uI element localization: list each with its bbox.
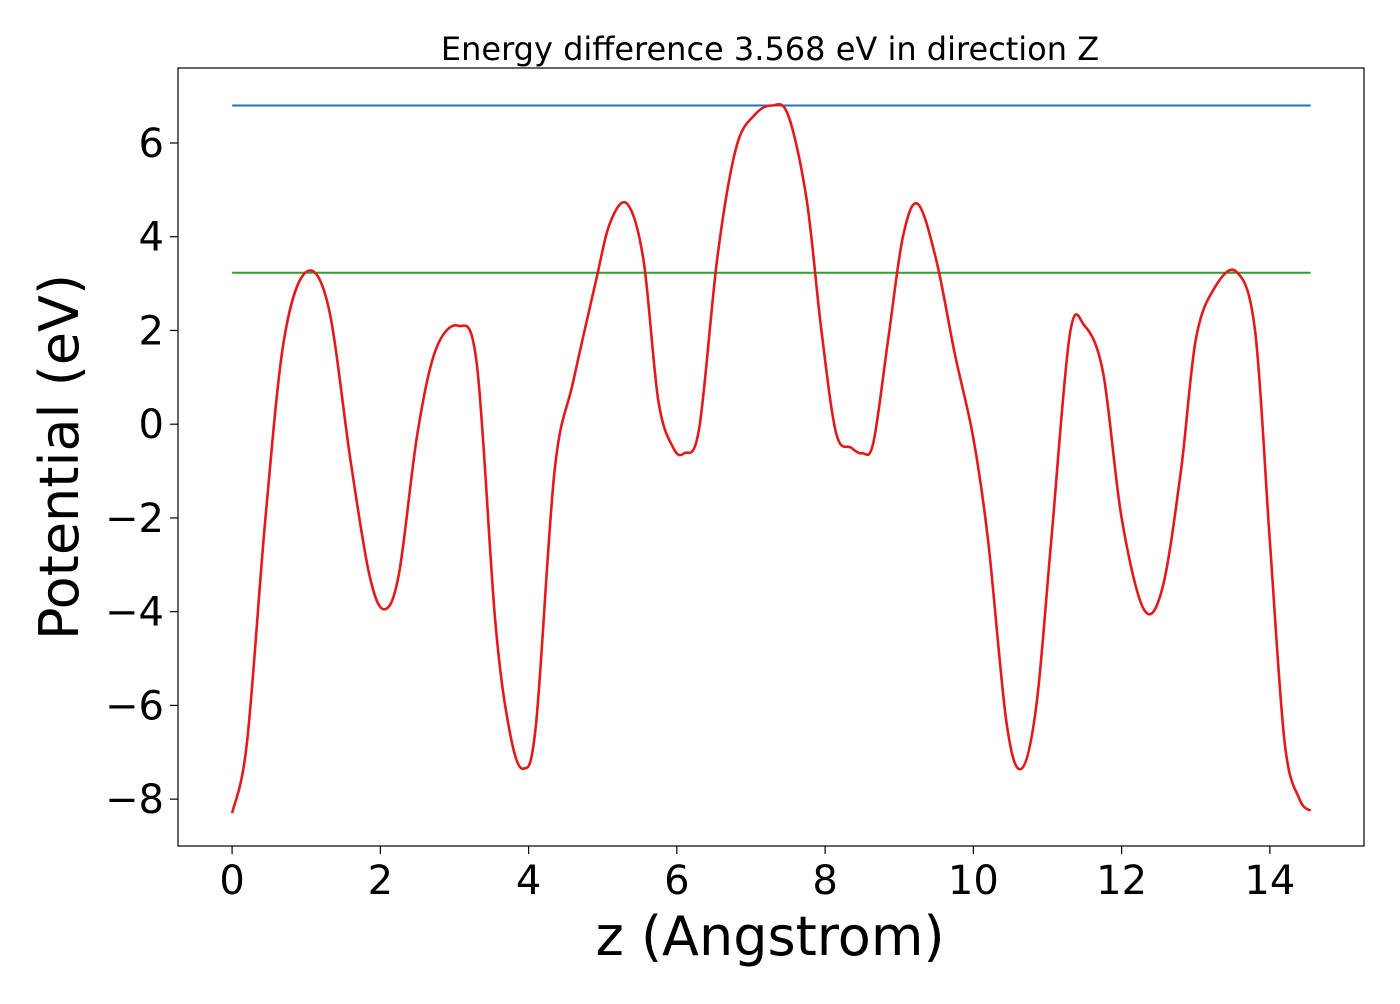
y-axis-label: Potential (eV)	[28, 274, 91, 640]
y-tick-label: −6	[105, 683, 164, 729]
x-tick-label: 4	[516, 858, 541, 904]
x-axis-label: z (Angstrom)	[595, 905, 944, 968]
y-tick-label: 4	[139, 215, 164, 261]
series-line-potential	[230, 103, 1312, 814]
plot-frame	[177, 67, 1365, 847]
y-tick-label: −4	[105, 590, 164, 636]
chart-title: Energy difference 3.568 eV in direction …	[441, 30, 1099, 68]
y-tick-label: −8	[105, 777, 164, 823]
x-tick-label: 14	[1244, 858, 1295, 904]
y-tick-label: 0	[139, 402, 164, 448]
y-tick-label: 6	[139, 121, 164, 167]
y-axis: −8 −6 −4 −2 0 2 4 6	[105, 121, 178, 823]
x-tick-label: 10	[948, 858, 999, 904]
x-tick-label: 8	[812, 858, 837, 904]
x-tick-label: 2	[368, 858, 393, 904]
series-layer	[230, 103, 1312, 814]
x-tick-label: 6	[664, 858, 689, 904]
y-tick-label: −2	[105, 496, 164, 542]
x-axis: 0 2 4 6 8 10 12 14	[219, 846, 1295, 904]
x-tick-label: 0	[219, 858, 244, 904]
y-tick-label: 2	[139, 308, 164, 354]
x-tick-label: 12	[1096, 858, 1147, 904]
